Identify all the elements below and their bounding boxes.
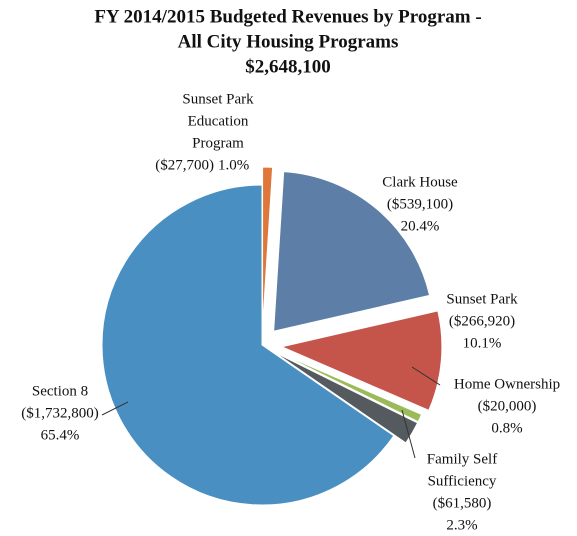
slice-amount: ($539,100) [387, 196, 453, 212]
value-label: 2.3% [446, 517, 477, 533]
slice-label: Sunset Park [182, 91, 254, 107]
pie-slice [262, 166, 274, 328]
value-label: 1.0% [218, 157, 249, 173]
slice-label: Sunset Park [446, 291, 518, 307]
slice-label: Home Ownership [454, 376, 560, 392]
chart-title: $2,648,100 [245, 56, 331, 77]
slice-amount: ($61,580) [433, 495, 492, 511]
pie-slice [274, 350, 423, 423]
leader-line [401, 409, 416, 459]
slice-amount: ($266,920) [449, 313, 515, 329]
slice-label: Family Self [427, 451, 497, 467]
value-label: 10.1% [463, 335, 502, 351]
chart-title: FY 2014/2015 Budgeted Revenues by Progra… [94, 6, 481, 27]
slice-label: Clark House [382, 174, 458, 190]
slice-amount: ($27,700) [155, 157, 214, 173]
value-label: 65.4% [41, 427, 80, 443]
pie-slice [280, 310, 443, 412]
leader-line [101, 401, 129, 416]
leader-line [411, 366, 441, 386]
value-label: 0.8% [491, 420, 522, 436]
slice-amount: ($20,000) [478, 398, 537, 414]
chart-title: All City Housing Programs [178, 31, 399, 52]
slice-label: Sufficiency [428, 473, 497, 489]
value-label: 20.4% [401, 218, 440, 234]
pie-slice [101, 184, 395, 506]
slice-label: Education [188, 113, 249, 129]
slice-amount: ($1,732,800) [21, 405, 99, 421]
pie-slice [273, 171, 431, 332]
pie-slice [273, 351, 419, 444]
slice-label: Section 8 [32, 383, 88, 399]
slice-label: Program [192, 135, 244, 151]
